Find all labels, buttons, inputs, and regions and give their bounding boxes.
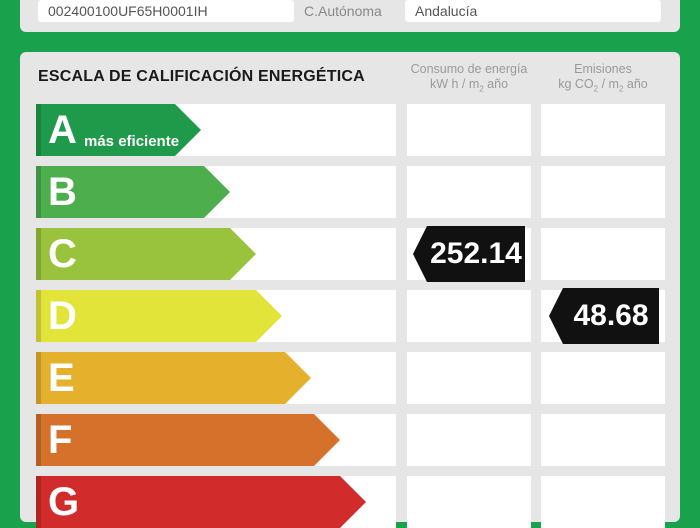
rating-arrow-e: E <box>36 352 311 404</box>
rating-scale-cell: D <box>36 290 396 342</box>
energy-consumption-cell <box>407 166 531 218</box>
emissions-header-title: Emisiones <box>574 62 632 76</box>
rating-arrow-edge <box>36 166 41 218</box>
rating-row-d: D 48.68 <box>20 288 680 344</box>
rating-scale-cell: B <box>36 166 396 218</box>
rating-letter: F <box>48 418 73 462</box>
rating-letter: A <box>48 108 77 152</box>
rating-arrow-edge <box>36 228 41 280</box>
rating-arrow-d: D <box>36 290 282 342</box>
rating-arrow-edge <box>36 352 41 404</box>
rating-letter: E <box>48 356 75 400</box>
rating-arrow-edge <box>36 104 41 156</box>
energy-column-header: Consumo de energía kW h / m2 año <box>406 62 532 97</box>
rating-row-c: C 252.14 <box>20 226 680 282</box>
rating-arrow-edge <box>36 414 41 466</box>
emissions-cell <box>541 228 665 280</box>
rating-arrow-edge <box>36 476 41 528</box>
rating-scale-cell: F <box>36 414 396 466</box>
emissions-cell <box>541 166 665 218</box>
energy-consumption-cell <box>407 476 531 528</box>
cadastral-reference-field: 002400100UF65H0001IH <box>38 0 294 22</box>
rating-letter: C <box>48 232 77 276</box>
energy-consumption-cell <box>407 414 531 466</box>
energy-consumption-cell: 252.14 <box>407 226 531 282</box>
rating-letter: G <box>48 480 80 524</box>
most-efficient-note: más eficiente <box>84 133 180 150</box>
emissions-value-tag: 48.68 <box>549 288 659 344</box>
region-label: C.Autónoma <box>304 3 382 19</box>
rating-row-f: F <box>20 414 680 466</box>
emissions-cell <box>541 352 665 404</box>
rating-row-b: B <box>20 166 680 218</box>
rating-scale-cell: C <box>36 228 396 280</box>
energy-header-unit: kW h / m2 año <box>429 77 509 94</box>
rating-scale-cell: E <box>36 352 396 404</box>
energy-consumption-value-tag: 252.14 <box>413 226 525 282</box>
rating-letter: B <box>48 170 77 214</box>
rating-arrow-g: G <box>36 476 366 528</box>
scale-title: ESCALA DE CALIFICACIÓN ENERGÉTICA <box>38 68 365 85</box>
emissions-cell: 48.68 <box>541 288 665 344</box>
certificate-header-panel: 002400100UF65H0001IH C.Autónoma Andalucí… <box>20 0 680 32</box>
energy-rating-panel: ESCALA DE CALIFICACIÓN ENERGÉTICA Consum… <box>20 52 680 528</box>
energy-consumption-cell <box>407 290 531 342</box>
rating-arrow-c: C <box>36 228 256 280</box>
rating-row-e: E <box>20 352 680 404</box>
region-field: Andalucía <box>405 0 661 22</box>
emissions-column-header: Emisiones kg CO2 / m2 año <box>541 62 665 97</box>
emissions-cell <box>541 476 665 528</box>
rating-letter: D <box>48 294 77 338</box>
emissions-cell <box>541 104 665 156</box>
emissions-cell <box>541 414 665 466</box>
rating-scale-cell: G <box>36 476 396 528</box>
rating-arrow-b: B <box>36 166 230 218</box>
energy-header-title: Consumo de energía <box>410 62 528 76</box>
energy-consumption-cell <box>407 104 531 156</box>
rating-arrow-edge <box>36 290 41 342</box>
emissions-header-unit: kg CO2 / m2 año <box>558 77 648 94</box>
energy-consumption-cell <box>407 352 531 404</box>
rating-row-g: G <box>20 476 680 528</box>
rating-arrow-f: F <box>36 414 340 466</box>
